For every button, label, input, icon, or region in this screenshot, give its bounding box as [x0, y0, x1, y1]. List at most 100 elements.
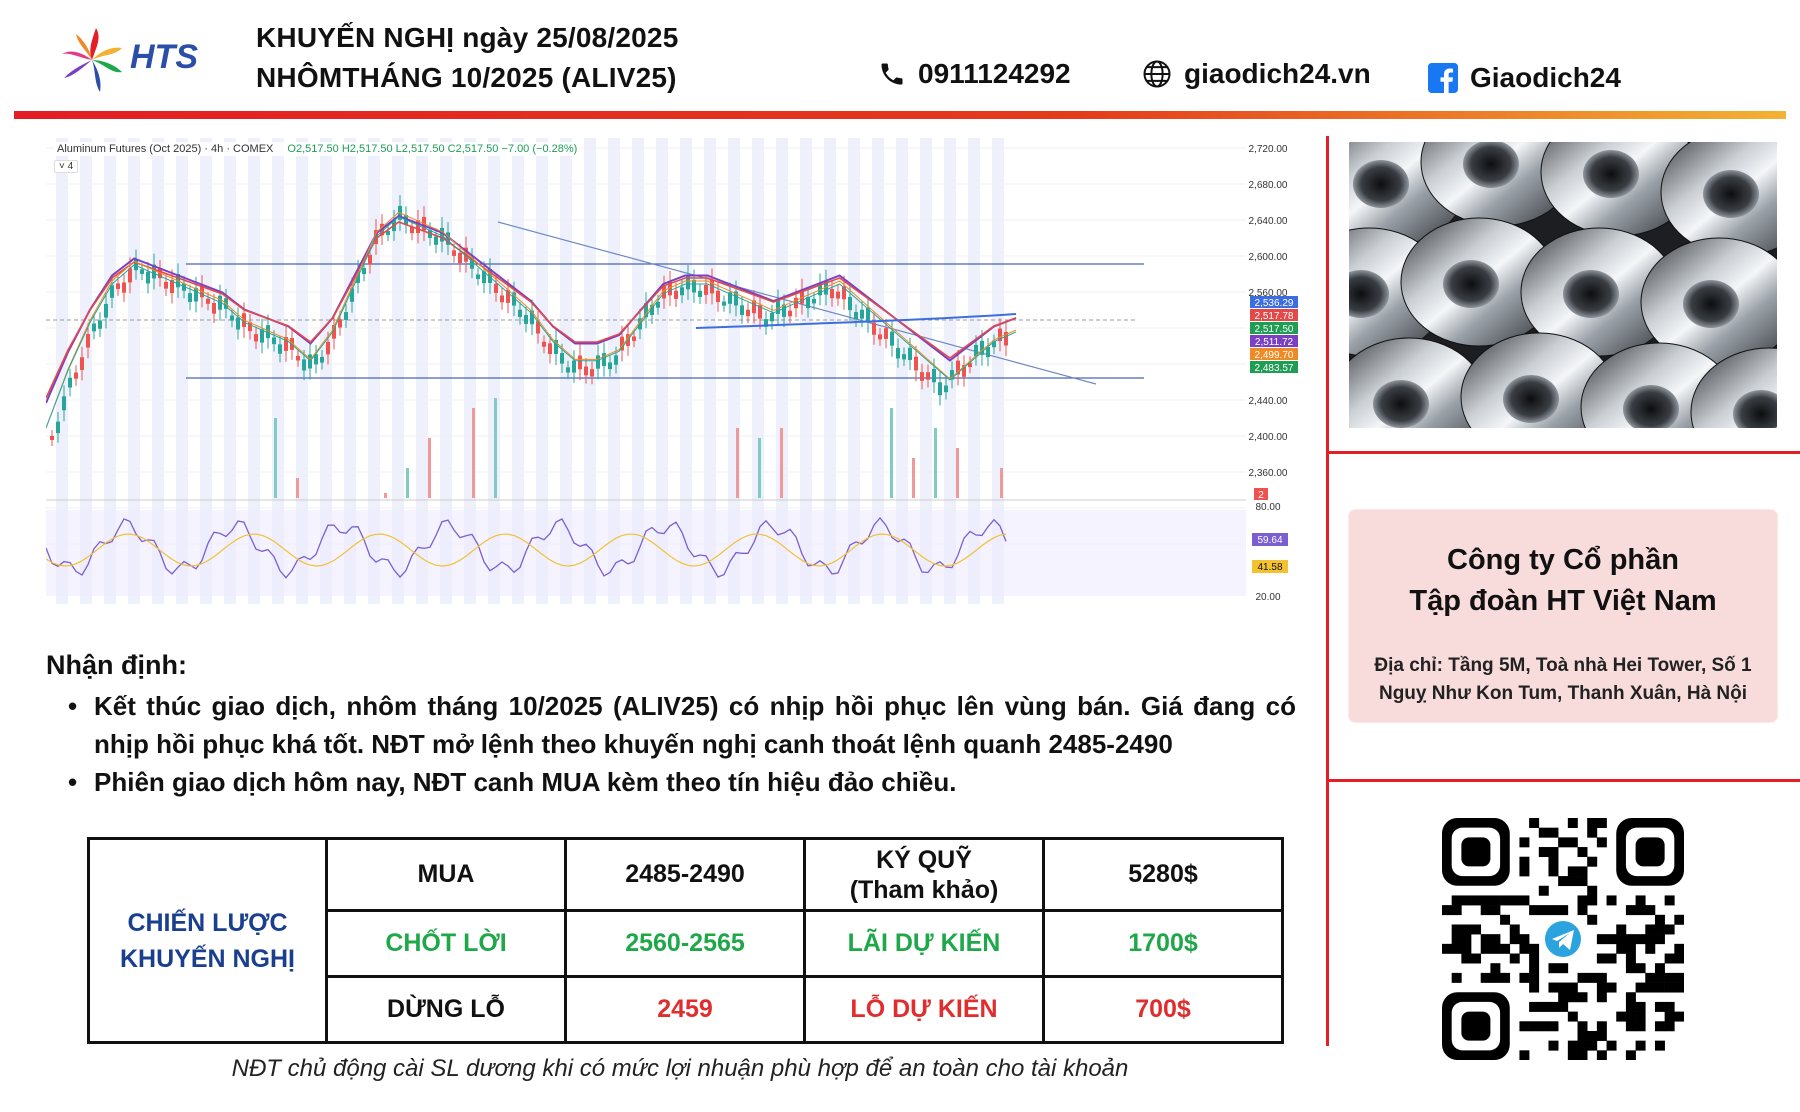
qr-module — [1461, 895, 1472, 906]
qr-module — [1567, 1050, 1578, 1061]
candle-body — [704, 285, 708, 295]
qr-module — [1596, 934, 1607, 945]
contact-website[interactable]: giaodich24.vn — [1142, 58, 1371, 90]
candle-body — [296, 355, 300, 361]
qr-module — [1461, 934, 1472, 945]
telegram-qr-code[interactable] — [1442, 818, 1685, 1061]
volume-badge-bg — [1254, 488, 1268, 500]
rsi-signal-line — [46, 533, 1007, 567]
candle-body — [860, 309, 864, 319]
session-stripe — [512, 138, 524, 604]
phone-number: 0911124292 — [918, 58, 1071, 89]
candle-body — [842, 286, 846, 300]
volume-bar — [1000, 468, 1003, 498]
volume-bar — [934, 428, 937, 498]
candle-body — [800, 289, 804, 304]
entry-cell: 2485-2490 — [564, 837, 806, 912]
chart-svg: 2,720.00 2,680.00 2,640.00 2,600.00 2,560.00… — [46, 138, 1298, 604]
candle-body — [854, 312, 858, 320]
candle-body — [620, 336, 624, 351]
candle-body — [254, 334, 258, 342]
qr-module — [1616, 943, 1627, 954]
expected-loss-value: 700$ — [1042, 975, 1284, 1044]
session-stripe — [320, 138, 332, 604]
rsi-tick-label: 80.00 — [1255, 502, 1280, 513]
analysis-section: Nhận định: Kết thúc giao dịch, nhôm thán… — [46, 650, 1296, 801]
candle-body — [188, 293, 192, 302]
ma-red-line — [46, 221, 1017, 399]
qr-module — [1664, 895, 1675, 906]
candle-body — [788, 310, 792, 317]
qr-module — [1577, 992, 1588, 1003]
qr-module — [1596, 992, 1607, 1003]
ma-orange-line — [46, 211, 1017, 429]
price-badge-label: 2,536.29 — [1255, 298, 1294, 309]
candle-body — [128, 268, 132, 283]
qr-module — [1596, 982, 1607, 993]
price-badge-label: 2,517.50 — [1255, 324, 1294, 335]
qr-module — [1587, 895, 1598, 906]
qr-module — [1471, 924, 1482, 935]
qr-module — [1461, 953, 1472, 964]
candle-body — [470, 257, 474, 269]
candle-body — [494, 283, 498, 294]
qr-module — [1558, 982, 1569, 993]
qr-module — [1625, 1011, 1636, 1022]
session-stripe — [872, 138, 884, 604]
qr-module — [1635, 1040, 1646, 1051]
qr-module — [1509, 934, 1520, 945]
qr-finder-inner — [1461, 1011, 1491, 1041]
qr-module — [1635, 1021, 1646, 1032]
price-badge-bg — [1250, 348, 1298, 360]
candle-body — [272, 337, 276, 345]
contact-facebook[interactable]: Giaodich24 — [1428, 62, 1621, 94]
candle-body — [746, 309, 750, 317]
candle-body — [560, 353, 564, 364]
margin-label-cell: KÝ QUỸ (Tham khảo) — [803, 837, 1045, 912]
qr-module — [1635, 982, 1646, 993]
company-address-line-2: Nguỵ Như Kon Tum, Thanh Xuân, Hà Nội — [1378, 683, 1748, 704]
candle-body — [350, 288, 354, 302]
qr-module — [1596, 1050, 1607, 1061]
candle-body — [164, 281, 168, 289]
strategy-label: CHIẾN LƯỢC KHUYẾN NGHỊ — [87, 837, 328, 1044]
ma-blue-line — [695, 313, 1017, 329]
candle-body — [950, 370, 954, 380]
legend-collapse-button[interactable]: ˅ 4 — [54, 160, 79, 173]
candle-body — [236, 317, 240, 330]
candle-body — [830, 288, 834, 299]
candle-body — [722, 301, 726, 306]
candle-body — [908, 347, 912, 360]
qr-module — [1635, 895, 1646, 906]
session-stripe — [776, 138, 788, 604]
candle-body — [764, 319, 768, 327]
rsi-badge-label: 41.58 — [1257, 562, 1282, 573]
contact-phone[interactable]: 0911124292 — [878, 58, 1071, 90]
candle-body — [872, 322, 876, 335]
coil-core — [1503, 375, 1559, 423]
qr-module — [1500, 943, 1511, 954]
candle-body — [482, 271, 486, 284]
qr-module — [1577, 1050, 1588, 1061]
qr-module — [1616, 924, 1627, 935]
session-stripe — [896, 138, 908, 604]
candle-body — [734, 291, 738, 306]
candle-body — [680, 287, 684, 296]
volume-bar — [758, 438, 761, 498]
candle-body — [74, 372, 78, 379]
candle-body — [1004, 331, 1008, 346]
candle-body — [116, 283, 120, 290]
coil-core — [1733, 390, 1777, 428]
company-name-line-2: Tập đoàn HT Việt Nam — [1409, 585, 1717, 617]
candle-body — [758, 305, 762, 319]
qr-module — [1490, 963, 1501, 974]
candle-body — [152, 264, 156, 279]
legend-title: Aluminum Futures (Oct 2025) · 4h · COMEX — [57, 143, 274, 155]
expected-profit-label: LÃI DỰ KIẾN — [803, 909, 1045, 978]
qr-module — [1451, 895, 1462, 906]
volume-bar — [736, 428, 739, 498]
rsi-band — [46, 510, 1246, 596]
qr-module — [1500, 914, 1511, 925]
volume-bar — [780, 428, 783, 498]
candle-body — [338, 319, 342, 328]
